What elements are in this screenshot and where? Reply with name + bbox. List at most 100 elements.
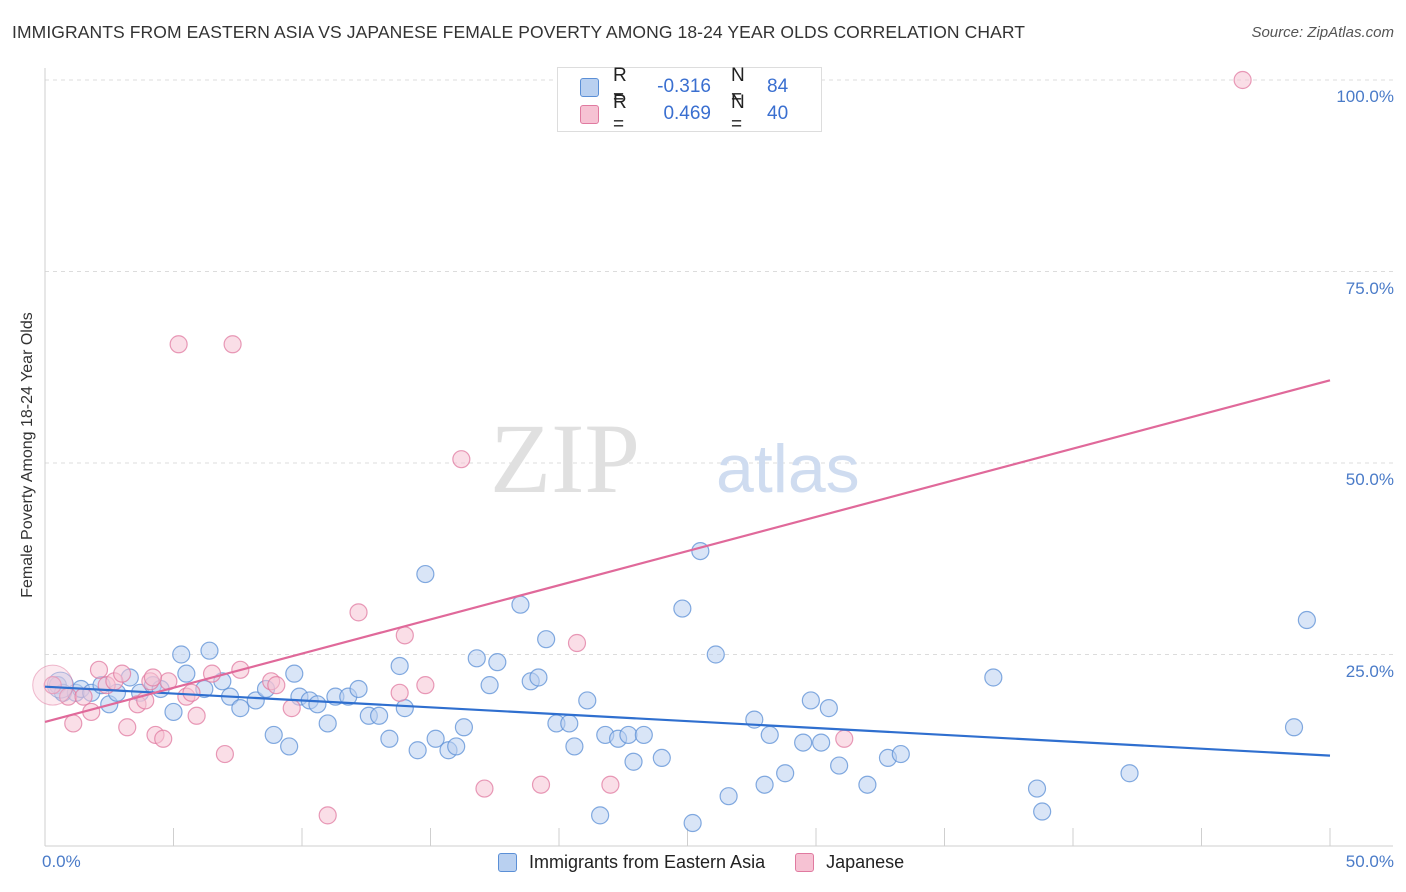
point-immigrants	[467, 649, 486, 668]
point-immigrants	[619, 725, 638, 745]
point-japanese	[187, 706, 206, 725]
point-immigrants	[416, 564, 435, 584]
point-immigrants	[231, 699, 250, 718]
point-immigrants	[285, 664, 304, 683]
legend-item-japanese: Japanese	[795, 852, 904, 873]
legend-swatch-pink	[795, 853, 815, 872]
legend-r-label: R =	[613, 65, 627, 108]
legend-swatch-blue	[580, 77, 599, 97]
y-tick-label: 100.0%	[1336, 87, 1394, 106]
watermark-zip: ZIP	[490, 403, 640, 514]
point-immigrants	[172, 645, 191, 664]
legend-r-value: 0.469	[663, 103, 711, 124]
point-japanese	[223, 335, 242, 354]
point-japanese	[64, 714, 83, 733]
point-japanese	[143, 668, 163, 687]
point-immigrants	[395, 699, 414, 718]
x-tick-label-min: 0.0%	[42, 852, 81, 871]
point-japanese	[1233, 70, 1252, 90]
point-immigrants	[454, 718, 474, 737]
point-japanese	[452, 450, 471, 469]
legend-n-value: 40	[767, 103, 789, 124]
point-japanese-cluster	[32, 664, 74, 706]
point-immigrants	[719, 787, 738, 806]
legend-row-japanese: R = 0.469 N = 40	[580, 92, 789, 135]
point-immigrants	[560, 714, 579, 733]
point-japanese	[112, 664, 132, 683]
point-immigrants	[264, 725, 283, 745]
point-immigrants	[591, 806, 610, 825]
point-japanese	[282, 699, 301, 718]
point-immigrants	[760, 725, 779, 745]
point-immigrants	[755, 775, 774, 794]
point-immigrants	[801, 691, 820, 710]
point-immigrants	[200, 641, 219, 660]
point-immigrants	[1033, 802, 1052, 821]
point-japanese	[318, 806, 337, 825]
point-japanese	[74, 687, 93, 706]
point-immigrants	[683, 813, 702, 833]
point-immigrants	[565, 737, 584, 756]
trend-line-immigrants	[44, 685, 1331, 757]
point-immigrants	[246, 691, 265, 710]
legend-item-immigrants: Immigrants from Eastern Asia	[498, 852, 765, 873]
point-immigrants	[578, 691, 597, 710]
legend-row-immigrants: R = -0.316 N = 84	[580, 65, 788, 108]
y-tick-label: 75.0%	[1345, 278, 1394, 298]
x-tick-label-max: 50.0%	[1345, 852, 1394, 871]
point-immigrants	[426, 729, 445, 748]
point-immigrants	[370, 706, 389, 725]
point-immigrants	[984, 668, 1003, 687]
source-label: Source: ZipAtlas.com	[1251, 24, 1394, 41]
axes	[44, 68, 1393, 847]
legend-label-immigrants: Immigrants from Eastern Asia	[529, 852, 766, 872]
point-immigrants	[480, 676, 499, 695]
trend-line-japanese	[44, 379, 1331, 723]
legend-r-label: R =	[613, 92, 627, 135]
point-immigrants	[447, 737, 466, 756]
point-immigrants	[349, 679, 368, 699]
point-japanese	[169, 335, 188, 354]
legend-n-label: N =	[731, 92, 745, 135]
point-immigrants	[177, 664, 196, 683]
point-japanese	[215, 744, 234, 764]
point-immigrants	[280, 737, 299, 756]
point-japanese	[89, 660, 109, 679]
point-immigrants	[1284, 718, 1304, 737]
point-japanese	[601, 775, 620, 794]
legend-swatch-pink	[580, 104, 599, 124]
point-immigrants	[819, 699, 838, 718]
point-japanese	[118, 718, 137, 737]
trend-lines	[44, 379, 1331, 757]
chart-title: IMMIGRANTS FROM EASTERN ASIA VS JAPANESE…	[12, 22, 1026, 42]
point-immigrants	[776, 764, 795, 783]
point-immigrants	[652, 748, 671, 768]
point-immigrants	[706, 645, 725, 664]
point-japanese	[531, 775, 551, 794]
point-japanese	[182, 683, 201, 702]
point-immigrants	[1297, 610, 1316, 630]
point-japanese	[835, 729, 854, 748]
point-japanese	[416, 676, 435, 695]
point-immigrants	[891, 744, 910, 764]
point-immigrants	[812, 733, 831, 752]
point-immigrants	[529, 668, 548, 687]
legend-r-value: -0.316	[657, 76, 711, 97]
legend-swatch-blue	[498, 853, 517, 872]
point-immigrants	[1027, 779, 1047, 798]
point-immigrants	[390, 656, 409, 676]
series-legend: Immigrants from Eastern Asia Japanese	[498, 852, 934, 873]
series-immigrants-points	[46, 541, 1316, 833]
point-immigrants	[408, 741, 427, 760]
point-japanese	[475, 779, 494, 798]
point-immigrants	[308, 695, 327, 714]
point-immigrants	[380, 729, 399, 748]
point-japanese	[395, 626, 414, 645]
point-immigrants	[858, 775, 877, 794]
legend-n-label: N =	[731, 65, 745, 108]
point-immigrants	[318, 714, 337, 733]
correlation-legend: R = -0.316 N = 84 R = 0.469 N = 40	[557, 65, 822, 135]
point-immigrants	[511, 595, 530, 614]
point-japanese	[43, 676, 62, 695]
